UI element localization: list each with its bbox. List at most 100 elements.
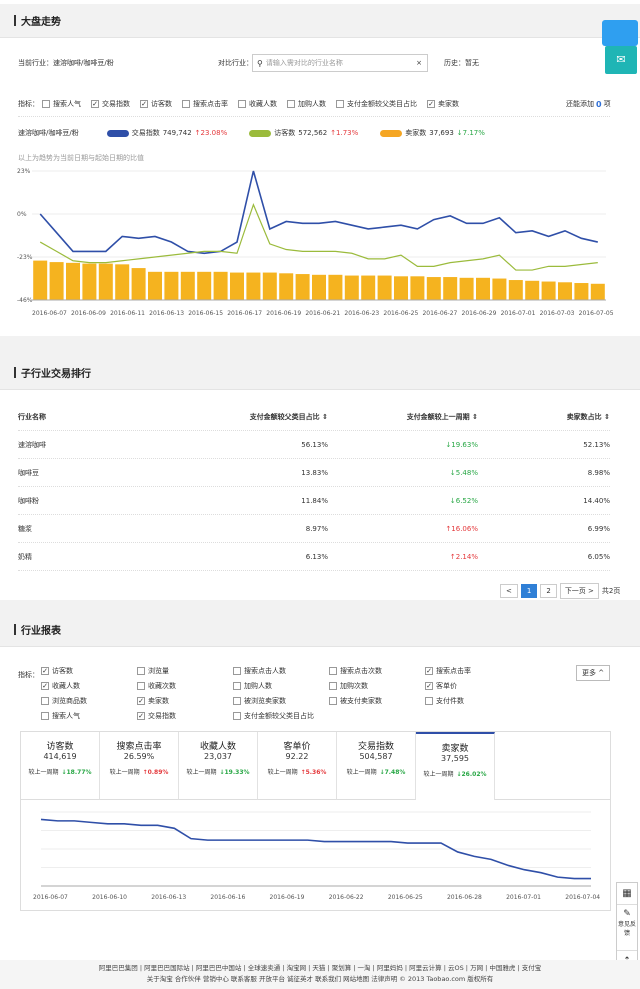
- metric-2[interactable]: ✓ 访客数: [140, 99, 172, 108]
- qrcode-icon[interactable]: ▦: [617, 883, 637, 905]
- report-metric-1-4[interactable]: ✓ 客单价: [425, 681, 457, 690]
- report-metric-2-0[interactable]: 浏览商品数: [41, 696, 87, 706]
- metric-6[interactable]: 支付金额较父类目占比: [336, 99, 417, 109]
- bar-34: [590, 283, 605, 300]
- bar-23: [410, 276, 425, 300]
- prev-button[interactable]: <: [500, 584, 518, 598]
- report-metric-2-4[interactable]: 支付件数: [425, 696, 464, 706]
- report-metric-0-3-checkbox[interactable]: [329, 667, 337, 675]
- clear-icon[interactable]: ×: [416, 59, 422, 67]
- table-row: 糖浆 8.97% ↑16.06% 6.99%: [18, 515, 610, 543]
- metric-7[interactable]: ✓ 卖家数: [427, 99, 459, 108]
- sort-share[interactable]: 支付金额较父类目占比 ⇕: [249, 412, 328, 421]
- chat-icon[interactable]: ✉: [605, 46, 637, 74]
- metric-0[interactable]: 搜索人气: [42, 99, 81, 109]
- report-metric-2-1-checkbox[interactable]: ✓: [137, 696, 145, 705]
- bar-29: [508, 280, 523, 300]
- metric-1-checkbox[interactable]: ✓: [91, 99, 99, 108]
- legend-swatch: [106, 129, 129, 137]
- metric-card[interactable]: 收藏人数 23,037 较上一周期 ↓19.33%: [179, 732, 258, 800]
- metric-2-checkbox[interactable]: ✓: [140, 99, 148, 108]
- report-metric-3-2-checkbox[interactable]: [233, 712, 241, 720]
- table-row: 咖啡豆 13.83% ↓5.48% 8.98%: [18, 459, 610, 487]
- report-metric-1-3[interactable]: 加购次数: [329, 681, 368, 691]
- chart-legend: 速溶咖啡/咖啡豆/粉 交易指数 749,742 ↑23.08% 访客数 572,562 ↑1…: [18, 128, 485, 138]
- metric-card[interactable]: 访客数 414,619 较上一周期 ↓18.77%: [21, 732, 100, 800]
- metric-0-checkbox[interactable]: [42, 100, 50, 108]
- sub-industry-table: 行业名称 支付金额较父类目占比 ⇕ 支付金额较上一周期 ⇕ 卖家数占比 ⇕ 速溶咖啡 5…: [18, 403, 610, 571]
- bar-30: [525, 280, 540, 300]
- metric-7-checkbox[interactable]: ✓: [427, 99, 435, 108]
- report-panel: 访客数 414,619 较上一周期 ↓18.77% 搜索点击率 26.59% 较上一周期 ↑0…: [20, 731, 611, 911]
- metric-card[interactable]: 卖家数 37,595 较上一周期 ↓26.02%: [416, 732, 495, 800]
- report-metric-2-2-checkbox[interactable]: [233, 697, 241, 705]
- report-metric-0-0[interactable]: ✓ 访客数: [41, 666, 73, 675]
- report-metric-2-2[interactable]: 被浏览卖家数: [233, 696, 286, 706]
- report-metric-2-3-checkbox[interactable]: [329, 697, 337, 705]
- x-tick-label: 2016-06-23: [344, 310, 379, 317]
- current-industry: 当前行业： 速溶咖啡/咖啡豆/粉: [18, 59, 114, 67]
- metric-3-checkbox[interactable]: [182, 100, 190, 108]
- more-button[interactable]: 更多 ^: [576, 665, 611, 681]
- mascot-icon[interactable]: [602, 20, 638, 46]
- metric-3[interactable]: 搜索点击率: [182, 99, 228, 109]
- feedback-button[interactable]: ✎ 意见反馈: [617, 905, 637, 951]
- report-metric-0-1[interactable]: 浏览量: [137, 666, 169, 676]
- report-metric-3-0-checkbox[interactable]: [41, 712, 49, 720]
- report-metric-2-3[interactable]: 被支付卖家数: [329, 696, 382, 706]
- table-header: 行业名称 支付金额较父类目占比 ⇕ 支付金额较上一周期 ⇕ 卖家数占比 ⇕: [18, 403, 610, 431]
- metric-card[interactable]: 交易指数 504,587 较上一周期 ↓7.48%: [337, 732, 416, 800]
- compare-search-input[interactable]: ⚲ 请输入需对比的行业名称 ×: [252, 54, 428, 72]
- report-metric-3-1[interactable]: ✓ 交易指数: [137, 711, 176, 720]
- metric-4-checkbox[interactable]: [238, 100, 246, 108]
- report-metric-3-1-checkbox[interactable]: ✓: [137, 711, 145, 720]
- report-metric-2-0-checkbox[interactable]: [41, 697, 49, 705]
- report-metric-2-4-checkbox[interactable]: [425, 697, 433, 705]
- metric-5[interactable]: 加购人数: [287, 99, 326, 109]
- report-metric-0-4-checkbox[interactable]: ✓: [425, 666, 433, 675]
- report-metric-0-0-checkbox[interactable]: ✓: [41, 666, 49, 675]
- report-metric-0-2[interactable]: 搜索点击人数: [233, 666, 286, 676]
- report-metric-1-1-checkbox[interactable]: [137, 682, 145, 690]
- sort-sellers[interactable]: 卖家数占比 ⇕: [566, 412, 610, 421]
- report-metric-1-0-checkbox[interactable]: ✓: [41, 681, 49, 690]
- metric-4[interactable]: 收藏人数: [238, 99, 277, 109]
- table-row: 奶精 6.13% ↑2.14% 6.05%: [18, 543, 610, 571]
- report-metric-3-0[interactable]: 搜索人气: [41, 711, 80, 721]
- report-metric-1-0[interactable]: ✓ 收藏人数: [41, 681, 80, 690]
- report-metric-0-2-checkbox[interactable]: [233, 667, 241, 675]
- report-metric-1-2-checkbox[interactable]: [233, 682, 241, 690]
- pager: < 1 2 下一页 > 共2页: [500, 583, 620, 599]
- metric-card[interactable]: 搜索点击率 26.59% 较上一周期 ↑0.89%: [100, 732, 179, 800]
- metric-6-checkbox[interactable]: [336, 100, 344, 108]
- report-metric-1-2[interactable]: 加购人数: [233, 681, 272, 691]
- bar-13: [246, 272, 261, 300]
- legend-item[interactable]: 交易指数 749,742 ↑23.08%: [106, 128, 227, 138]
- report-metric-0-1-checkbox[interactable]: [137, 667, 145, 675]
- metric-1[interactable]: ✓ 交易指数: [91, 99, 130, 108]
- x-tick-label: 2016-06-13: [149, 310, 184, 317]
- page-2-button[interactable]: 2: [540, 584, 557, 598]
- metric-5-checkbox[interactable]: [287, 100, 295, 108]
- market-section-header: 大盘走势: [0, 4, 640, 38]
- metric-card[interactable]: 客单价 92.22 较上一周期 ↑5.36%: [258, 732, 337, 800]
- sort-change[interactable]: 支付金额较上一周期 ⇕: [406, 412, 478, 421]
- legend-item[interactable]: 卖家数 37,693 ↓7.17%: [380, 128, 485, 138]
- report-metric-1-4-checkbox[interactable]: ✓: [425, 681, 433, 690]
- x-tick-label: 2016-06-11: [110, 310, 145, 317]
- report-metric-1-1[interactable]: 收藏次数: [137, 681, 176, 691]
- next-button[interactable]: 下一页 >: [559, 583, 599, 599]
- footer-info[interactable]: 关于淘宝 合作伙伴 营销中心 联系客服 开放平台 诚征英才 联系我们 网站地图 …: [146, 975, 494, 983]
- report-metric-3-2[interactable]: 支付金额较父类目占比: [233, 711, 314, 721]
- legend-item[interactable]: 访客数 572,562 ↑1.73%: [249, 128, 358, 138]
- x-tick-label: 2016-06-10: [92, 894, 127, 901]
- footer-links[interactable]: 阿里巴巴集团 | 阿里巴巴国际站 | 阿里巴巴中国站 | 全球速卖通 | 淘宝网…: [98, 964, 542, 972]
- bar-26: [459, 277, 474, 300]
- x-tick-label: 2016-06-22: [329, 894, 364, 901]
- report-metric-0-3[interactable]: 搜索点击次数: [329, 666, 382, 676]
- bar-0: [33, 260, 48, 300]
- report-metric-0-4[interactable]: ✓ 搜索点击率: [425, 666, 471, 675]
- report-metric-2-1[interactable]: ✓ 卖家数: [137, 696, 169, 705]
- page-1-button[interactable]: 1: [520, 584, 538, 598]
- report-metric-1-3-checkbox[interactable]: [329, 682, 337, 690]
